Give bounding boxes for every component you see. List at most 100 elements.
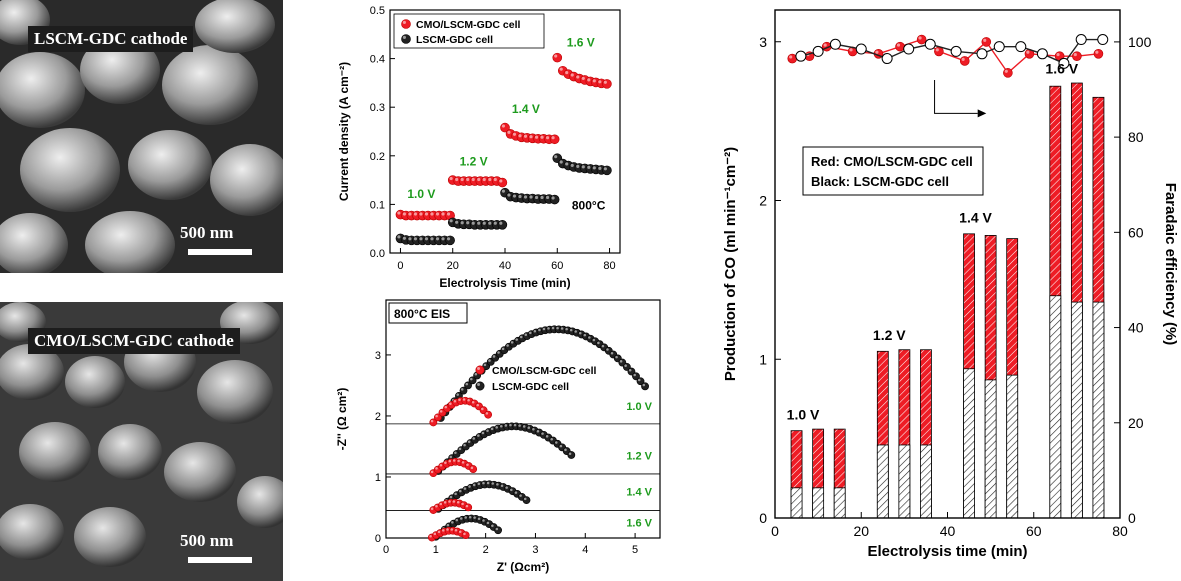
bar-lscm	[1049, 295, 1062, 519]
data-point	[602, 79, 612, 89]
data-point-highlight	[507, 130, 511, 134]
eis-point-highlight	[449, 495, 453, 499]
eis-point-highlight	[452, 459, 456, 462]
efficiency-point	[795, 50, 807, 62]
eis-point-highlight	[496, 483, 499, 486]
legend-marker-highlight	[402, 20, 406, 24]
eis-point-highlight	[454, 529, 458, 532]
eis-point-highlight	[555, 441, 558, 444]
eis-point-highlight	[481, 431, 485, 435]
eis-point	[469, 465, 478, 473]
x-tick-label: 0	[397, 260, 403, 272]
eis-point-highlight	[456, 393, 459, 396]
efficiency-point	[787, 53, 798, 64]
data-point-highlight	[576, 164, 580, 168]
legend: Red: CMO/LSCM-GDC cell Black: LSCM-GDC ce…	[802, 146, 984, 196]
eis-point-highlight	[497, 351, 500, 354]
data-point-highlight	[424, 237, 429, 241]
eis-point-highlight	[461, 502, 464, 506]
efficiency-point-highlight	[896, 43, 901, 47]
eis-point-highlight	[538, 328, 541, 332]
data-point-highlight	[493, 177, 497, 182]
y-right-axis-label: Faradaic efficiency (%)	[1162, 183, 1179, 346]
eis-point-highlight	[461, 461, 465, 464]
eis-point-highlight	[454, 451, 457, 455]
eis-point-highlight	[510, 488, 513, 492]
eis-point-highlight	[519, 335, 523, 339]
eis-point-highlight	[442, 529, 445, 532]
x-axis-label: Electrolysis time (min)	[867, 543, 1027, 560]
x-tick-label: 20	[447, 260, 459, 272]
legend: CMO/LSCM-GDC cell LSCM-GDC cell	[393, 13, 545, 49]
eis-point-highlight	[474, 372, 478, 376]
eis-point-highlight	[490, 427, 494, 431]
eis-point-highlight	[435, 504, 438, 508]
efficiency-point-highlight	[789, 55, 793, 59]
eis-point-highlight	[446, 528, 449, 531]
data-point-highlight	[499, 179, 503, 183]
data-point-highlight	[534, 195, 539, 200]
eis-point-highlight	[482, 519, 485, 522]
bar-lscm	[876, 444, 889, 519]
efficiency-point	[903, 43, 915, 55]
data-point-highlight	[603, 167, 607, 171]
eis-point-highlight	[578, 331, 582, 335]
efficiency-point-highlight	[875, 50, 879, 54]
efficiency-point-highlight	[983, 38, 987, 42]
eis-point-highlight	[443, 501, 447, 504]
efficiency-point-highlight	[823, 43, 827, 47]
eis-point-highlight	[574, 330, 577, 333]
bar-lscm	[1092, 301, 1105, 519]
legend-marker	[401, 34, 411, 44]
eis-point-highlight	[513, 423, 517, 427]
eis-point-highlight	[541, 432, 544, 435]
eis-point-highlight	[588, 336, 591, 339]
data-point-highlight	[540, 135, 544, 139]
legend-marker-highlight	[477, 367, 480, 370]
eis-point-highlight	[483, 363, 487, 367]
data-point-highlight	[402, 236, 406, 240]
legend-box	[802, 146, 984, 196]
eis-point	[567, 451, 576, 459]
data-point-highlight	[460, 177, 464, 182]
y-tick-label: 0.3	[370, 102, 385, 114]
eis-point-highlight	[628, 369, 632, 372]
voltage-annotation: 1.4 V	[959, 210, 992, 226]
x-tick-label: 80	[1112, 523, 1128, 539]
data-point-highlight	[551, 196, 555, 200]
eis-point-highlight	[456, 501, 460, 504]
scale-label: 500 nm	[180, 531, 234, 550]
x-axis-label: Z' (Ωcm²)	[497, 560, 549, 574]
eis-point-highlight	[532, 428, 535, 431]
eis-point-highlight	[524, 333, 528, 337]
eis-point-highlight	[495, 527, 499, 531]
data-point	[445, 235, 455, 246]
eis-point-highlight	[515, 338, 518, 341]
eis-point	[522, 496, 531, 505]
data-point	[602, 165, 612, 176]
eis-point-highlight	[470, 377, 473, 381]
eis-point-highlight	[446, 523, 450, 527]
eis-point-highlight	[439, 410, 443, 413]
data-point-highlight	[466, 177, 470, 182]
eis-point-highlight	[486, 481, 490, 485]
eis-point-highlight	[463, 532, 466, 536]
eis-point-highlight	[610, 351, 614, 355]
eis-point-highlight	[519, 494, 522, 497]
efficiency-point-highlight	[1056, 53, 1060, 57]
efficiency-point-highlight	[935, 48, 939, 52]
data-point-highlight	[408, 212, 412, 216]
data-point-highlight	[545, 136, 550, 140]
axis-arrow-head	[977, 109, 987, 118]
eis-point-highlight	[430, 470, 434, 474]
eis-point-highlight	[458, 447, 462, 451]
data-point-highlight	[477, 221, 481, 225]
eis-point-highlight	[564, 448, 567, 452]
efficiency-point	[1075, 34, 1087, 46]
data-point-highlight	[534, 135, 539, 139]
eis-point-highlight	[476, 403, 479, 407]
data-point-highlight	[507, 193, 511, 197]
eis-label-box	[388, 302, 468, 324]
data-point	[497, 177, 508, 188]
data-point-highlight	[518, 194, 522, 199]
